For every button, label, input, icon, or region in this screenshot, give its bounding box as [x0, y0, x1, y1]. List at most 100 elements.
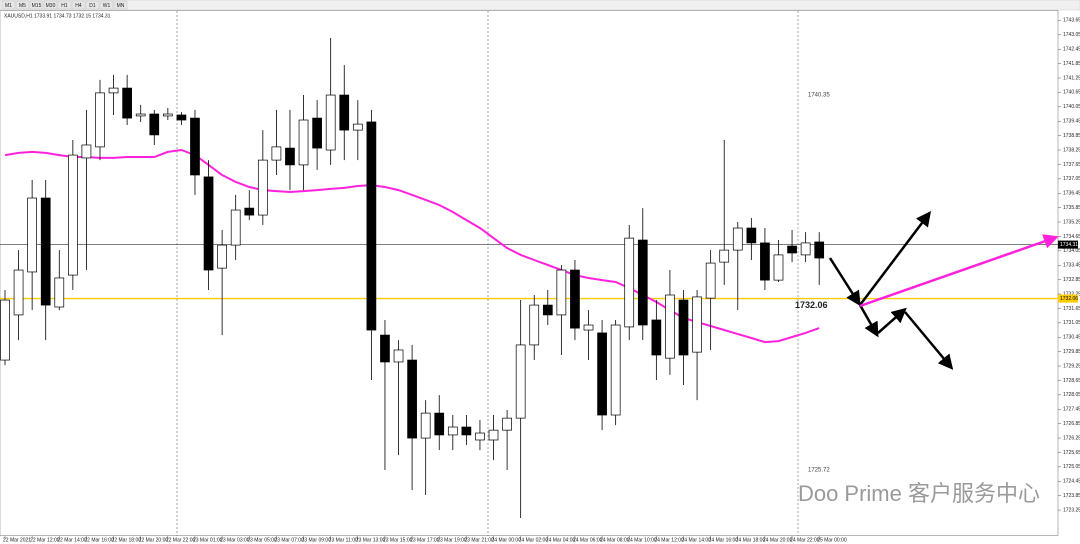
x-tick-label: 23 Mar 21:00: [464, 537, 494, 543]
x-tick-label: 24 Mar 22:00: [790, 537, 820, 543]
tab-label[interactable]: M15: [32, 3, 42, 9]
tab[interactable]: [57, 0, 72, 10]
x-tick-label: 23 Mar 05:00: [247, 537, 277, 543]
tab[interactable]: [71, 0, 86, 10]
candle-body: [773, 254, 784, 281]
candle-body: [760, 242, 770, 281]
arrow: [828, 257, 861, 307]
x-tick-label: 24 Mar 00:00: [492, 537, 522, 543]
candle-body: [542, 304, 553, 316]
candle-body: [149, 113, 160, 136]
candle-body: [570, 269, 580, 329]
candle-body: [81, 144, 92, 159]
arrow: [859, 211, 932, 306]
candle-body: [366, 121, 377, 331]
watermark: Doo Prime 客户服务中心: [798, 481, 1040, 506]
tab-label[interactable]: H1: [61, 3, 68, 9]
candle-body: [244, 207, 255, 216]
candle-body: [732, 227, 743, 251]
tab[interactable]: [99, 0, 114, 10]
tab[interactable]: [85, 0, 100, 10]
y-tick-label: 1730.45: [1063, 335, 1080, 341]
x-tick-label: 22 Mar 18:00: [112, 537, 142, 543]
y-tick-label: 1736.45: [1063, 191, 1080, 197]
level-label: 1732.06: [795, 300, 828, 310]
candle-body: [556, 269, 567, 316]
x-tick-label: 24 Mar 18:00: [736, 537, 766, 543]
candle-body: [637, 239, 648, 326]
tab[interactable]: [1, 0, 16, 10]
candle-body: [475, 432, 485, 441]
candle-body: [122, 87, 132, 119]
x-tick-label: 22 Mar 20:00: [139, 537, 169, 543]
tab-label[interactable]: W1: [103, 3, 111, 9]
tab-label[interactable]: M30: [46, 3, 56, 9]
candle-body: [312, 117, 322, 149]
candle-body: [352, 123, 363, 131]
y-tick-label: 1742.45: [1063, 47, 1080, 53]
y-tick-label: 1734.65: [1063, 234, 1080, 240]
x-tick-label: 23 Mar 11:00: [329, 537, 358, 543]
level-line-tag: [1058, 294, 1078, 303]
y-tick-label: 1738.25: [1063, 147, 1080, 153]
y-tick-label: 1723.25: [1063, 507, 1080, 513]
y-tick-label: 1740.65: [1063, 90, 1080, 96]
candle-body: [434, 412, 445, 436]
tab-label[interactable]: H4: [75, 3, 82, 9]
y-tick-label: 1732.25: [1063, 291, 1080, 297]
x-tick-label: 23 Mar 15:00: [383, 537, 413, 543]
y-tick-label: 1743.05: [1063, 32, 1080, 38]
y-tick-label: 1728.05: [1063, 392, 1080, 398]
x-tick-label: 24 Mar 14:00: [682, 537, 712, 543]
y-tick-label: 1741.85: [1063, 61, 1080, 67]
x-tick-label: 24 Mar 12:00: [654, 537, 684, 543]
candle-body: [108, 87, 119, 94]
candle-body: [230, 209, 241, 246]
candle-body: [651, 319, 662, 356]
tab[interactable]: [43, 0, 58, 10]
y-tick-label: 1740.05: [1063, 104, 1080, 110]
tab[interactable]: [113, 0, 128, 10]
candle-body: [95, 92, 105, 148]
y-tick-label: 1729.25: [1063, 363, 1080, 369]
candle-body: [135, 113, 146, 117]
candle-body: [393, 349, 404, 363]
tab[interactable]: [29, 0, 44, 10]
y-tick-label: 1731.05: [1063, 320, 1080, 326]
candle-body: [407, 359, 417, 439]
candle-body: [814, 241, 825, 259]
candle-body: [787, 245, 797, 254]
arrow: [904, 311, 954, 370]
candle-body: [40, 197, 51, 306]
y-tick-label: 1737.65: [1063, 162, 1080, 168]
candle-body: [583, 324, 594, 331]
candle-body: [447, 426, 458, 436]
quote: 1733.91 1734.73 1732.15 1734.31: [34, 13, 111, 19]
candle-body: [719, 249, 730, 263]
candle-body: [678, 299, 689, 356]
x-tick-label: 23 Mar 07:00: [274, 537, 304, 543]
toolbar: [0, 0, 1080, 11]
y-tick-label: 1741.25: [1063, 75, 1080, 81]
candle-body: [271, 146, 282, 161]
candle-body: [746, 227, 757, 244]
candle-body: [420, 412, 431, 439]
x-tick-label: 24 Mar 06:00: [573, 537, 603, 543]
tab-label[interactable]: MN: [117, 3, 125, 9]
candle-body: [488, 429, 499, 441]
timeframe-tabs: M1 M5 M15 M30 H1 H4 D1 W1 MN: [1, 0, 128, 10]
tab-label[interactable]: M5: [19, 3, 26, 9]
tab[interactable]: [15, 0, 30, 10]
candle-body: [190, 117, 200, 176]
candle-body: [0, 299, 10, 361]
x-tick-label: 24 Mar 08:00: [600, 537, 630, 543]
candle-body: [257, 159, 268, 216]
y-tick-label: 1734.05: [1063, 248, 1080, 254]
x-tick-label: 23 Mar 03:00: [220, 537, 250, 543]
tab-label[interactable]: M1: [5, 3, 12, 9]
tab-label[interactable]: D1: [89, 3, 96, 9]
x-tick-label: 24 Mar 10:00: [627, 537, 657, 543]
arrow: [859, 234, 1059, 308]
plot-frame: [0, 10, 1059, 536]
candle-body: [529, 304, 540, 346]
